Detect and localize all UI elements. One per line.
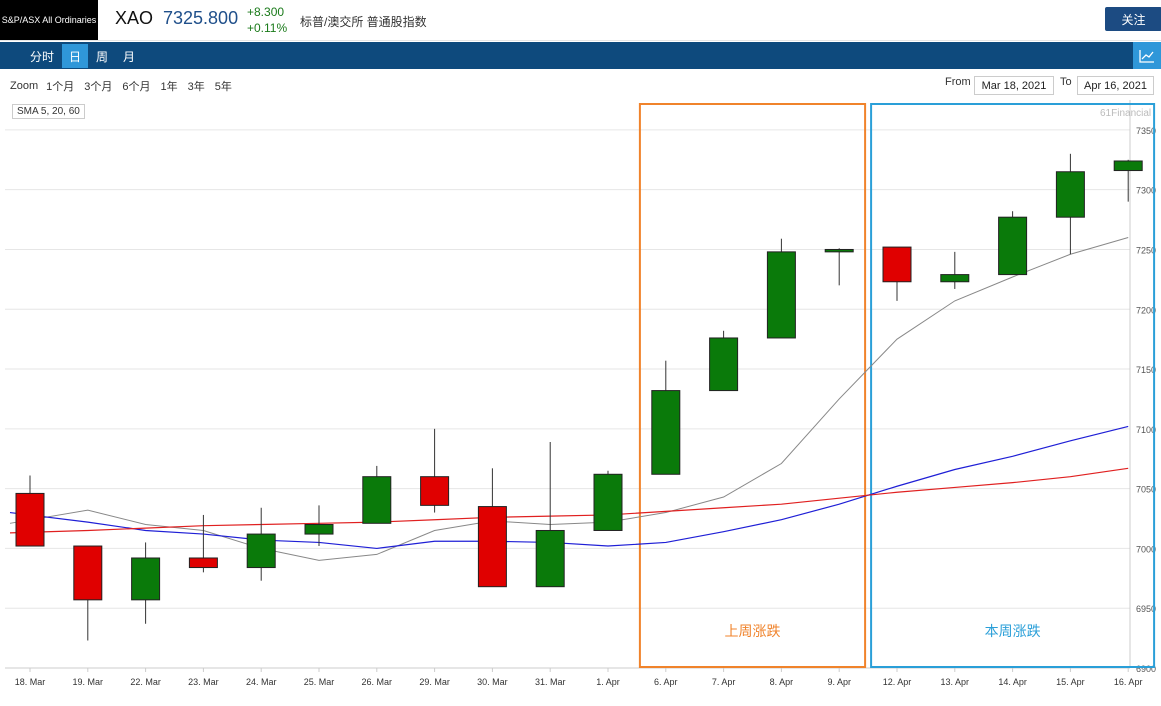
exchange-name: 标普/澳交所 普通股指数 — [300, 15, 427, 29]
candle-body — [188, 557, 218, 569]
candle-body — [593, 473, 623, 531]
x-tick-label: 16. Apr — [1114, 677, 1143, 687]
x-tick-label: 29. Mar — [419, 677, 450, 687]
y-tick-label: 7150 — [1136, 365, 1156, 375]
candle-body — [824, 248, 854, 253]
sma-60-line — [9, 467, 1129, 534]
sma-legend: SMA 5, 20, 60 — [12, 104, 85, 119]
x-tick-label: 19. Mar — [73, 677, 104, 687]
price-change: +8.300 +0.11% — [247, 4, 287, 36]
candle-body — [304, 524, 334, 535]
index-logo: S&P/ASX All Ordinaries — [0, 0, 98, 40]
zoom-label: Zoom — [10, 80, 39, 92]
candles — [15, 153, 1143, 641]
candle-body — [131, 557, 161, 601]
y-tick-label: 7000 — [1136, 544, 1156, 554]
line-chart-icon — [1139, 49, 1154, 63]
to-date-input[interactable]: Apr 16, 2021 — [1077, 76, 1154, 95]
watermark: 61Financial — [1100, 108, 1152, 119]
x-tick-label: 25. Mar — [304, 677, 335, 687]
to-label: To — [1060, 76, 1072, 88]
change-percent: +0.11% — [247, 21, 288, 35]
tab-monthly[interactable]: 月 — [122, 49, 135, 64]
zoom-selector: Zoom 1个月 3个月 6个月 1年 3年 5年 — [10, 78, 234, 94]
zoom-5-years[interactable]: 5年 — [214, 81, 232, 93]
tab-intraday[interactable]: 分时 — [29, 49, 54, 64]
this-week-box-label: 本周涨跌 — [985, 624, 1041, 640]
y-tick-label: 6900 — [1136, 664, 1156, 674]
period-tab-bar: 分时 日 周 月 — [0, 42, 1161, 69]
candle-body — [73, 545, 103, 601]
candle-body — [1055, 171, 1085, 218]
x-axis: 18. Mar 19. Mar 22. Mar 23. Mar 24. Mar 25. M… — [15, 668, 1143, 687]
x-tick-label: 13. Apr — [941, 677, 970, 687]
follow-button[interactable]: 关注 — [1105, 7, 1161, 31]
candle-body — [766, 251, 796, 339]
candle-body — [651, 390, 681, 475]
candle-body — [882, 246, 912, 283]
candle-body — [246, 533, 276, 569]
sma-5-line — [9, 237, 1129, 561]
x-tick-label: 30. Mar — [477, 677, 508, 687]
last-week-box-label: 上周涨跌 — [725, 624, 781, 640]
candle-body — [477, 506, 507, 588]
sma-20-line — [9, 425, 1129, 550]
candle-body — [15, 492, 45, 547]
this-week-box — [870, 103, 1156, 668]
y-tick-label: 7300 — [1136, 186, 1156, 196]
zoom-1-month[interactable]: 1个月 — [46, 81, 75, 93]
grid-lines — [5, 100, 1131, 669]
y-tick-label: 7250 — [1136, 245, 1156, 255]
y-tick-label: 7100 — [1136, 425, 1156, 435]
x-tick-label: 6. Apr — [654, 677, 678, 687]
candle-body — [709, 337, 739, 392]
candle-body — [1113, 160, 1143, 172]
zoom-1-year[interactable]: 1年 — [160, 81, 178, 93]
zoom-3-months[interactable]: 3个月 — [84, 81, 113, 93]
y-tick-label: 7350 — [1136, 126, 1156, 136]
x-tick-label: 31. Mar — [535, 677, 566, 687]
y-tick-label: 7050 — [1136, 485, 1156, 495]
y-tick-label: 6950 — [1136, 604, 1156, 614]
last-price: 7325.800 — [163, 8, 239, 28]
x-tick-label: 9. Apr — [827, 677, 851, 687]
candle-body — [420, 476, 450, 506]
from-label: From — [945, 76, 971, 88]
x-tick-label: 7. Apr — [712, 677, 736, 687]
chart-type-button[interactable] — [1133, 42, 1161, 69]
x-tick-label: 1. Apr — [596, 677, 620, 687]
zoom-3-years[interactable]: 3年 — [187, 81, 205, 93]
change-value: +8.300 — [247, 5, 285, 19]
tab-weekly[interactable]: 周 — [95, 49, 108, 64]
week-highlight-boxes: 上周涨跌 本周涨跌 — [638, 103, 1156, 668]
candle-body — [940, 274, 970, 283]
top-bar: S&P/ASX All Ordinaries XAO 7325.800 +8.3… — [0, 0, 1161, 41]
x-tick-label: 14. Apr — [998, 677, 1027, 687]
candle-body — [362, 476, 392, 524]
x-tick-label: 12. Apr — [883, 677, 912, 687]
x-tick-label: 24. Mar — [246, 677, 277, 687]
candle-body — [998, 216, 1028, 276]
from-date-input[interactable]: Mar 18, 2021 — [974, 76, 1054, 95]
zoom-6-months[interactable]: 6个月 — [122, 81, 151, 93]
sma-lines — [9, 237, 1129, 561]
y-tick-label: 7200 — [1136, 305, 1156, 315]
x-tick-label: 26. Mar — [362, 677, 393, 687]
x-tick-label: 8. Apr — [770, 677, 794, 687]
x-tick-label: 22. Mar — [130, 677, 161, 687]
ticker-symbol: XAO — [115, 8, 154, 28]
last-week-box — [638, 103, 867, 668]
y-axis: 6900 6950 7000 7050 7100 7150 7200 7250 7300 7350 — [1136, 126, 1156, 674]
x-tick-label: 15. Apr — [1056, 677, 1085, 687]
x-tick-label: 23. Mar — [188, 677, 219, 687]
x-tick-label: 18. Mar — [15, 677, 46, 687]
tab-daily[interactable]: 日 — [62, 44, 88, 68]
candle-body — [535, 529, 565, 588]
